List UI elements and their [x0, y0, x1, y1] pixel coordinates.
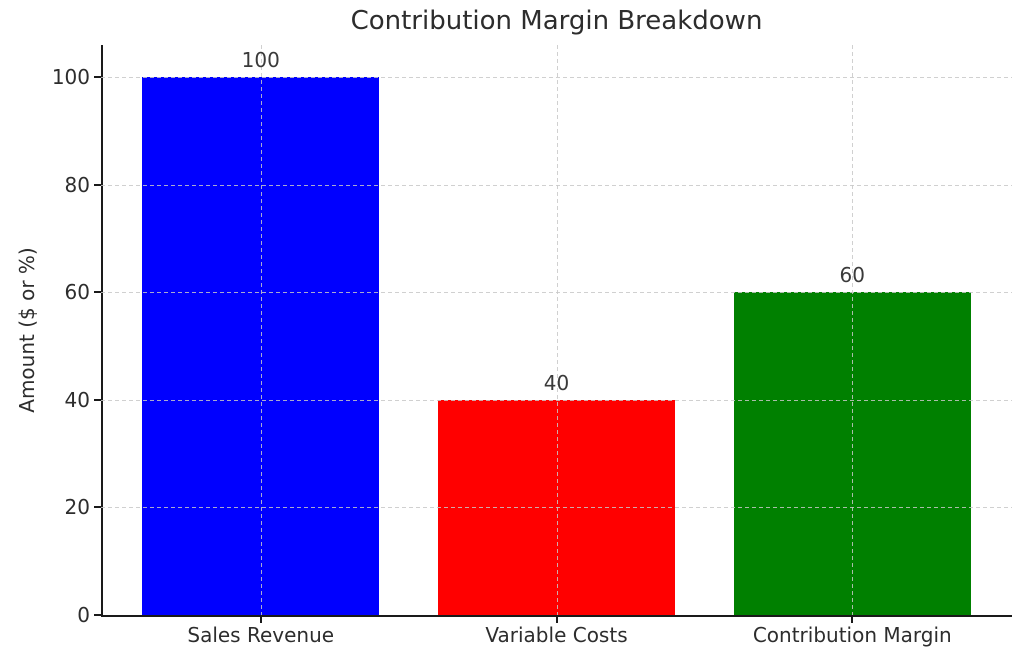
x-tick-mark-1	[555, 617, 558, 623]
y-tick-label-20: 20	[64, 495, 90, 520]
y-tick-label-100: 100	[51, 65, 90, 90]
x-tick-mark-2	[851, 617, 854, 623]
bar-value-label-0: 100	[241, 48, 280, 73]
y-tick-mark-100	[94, 76, 101, 79]
y-tick-mark-0	[94, 614, 101, 616]
y-tick-label-0: 0	[77, 603, 90, 627]
bar-value-label-1: 40	[543, 370, 570, 395]
v-gridline-1	[556, 45, 558, 615]
x-tick-label-0: Sales Revenue	[187, 623, 335, 647]
v-gridline-2	[852, 45, 854, 615]
chart-title: Contribution Margin Breakdown	[350, 6, 763, 36]
plot-area	[101, 45, 1012, 615]
x-tick-label-1: Variable Costs	[485, 623, 628, 647]
x-axis-spine	[101, 615, 1012, 617]
y-tick-label-80: 80	[64, 172, 90, 197]
y-tick-mark-80	[94, 183, 101, 186]
bar-value-label-2: 60	[839, 263, 865, 288]
v-gridline-0	[260, 45, 262, 615]
y-tick-label-40: 40	[64, 387, 90, 412]
y-tick-label-60: 60	[64, 280, 90, 305]
y-tick-mark-20	[94, 506, 101, 509]
y-tick-mark-60	[94, 291, 101, 294]
bar-0	[142, 77, 380, 615]
x-tick-mark-0	[259, 617, 262, 623]
bar-2	[733, 292, 971, 615]
y-tick-mark-40	[94, 398, 101, 401]
y-axis-spine	[101, 45, 103, 617]
x-tick-label-2: Contribution Margin	[752, 623, 952, 647]
